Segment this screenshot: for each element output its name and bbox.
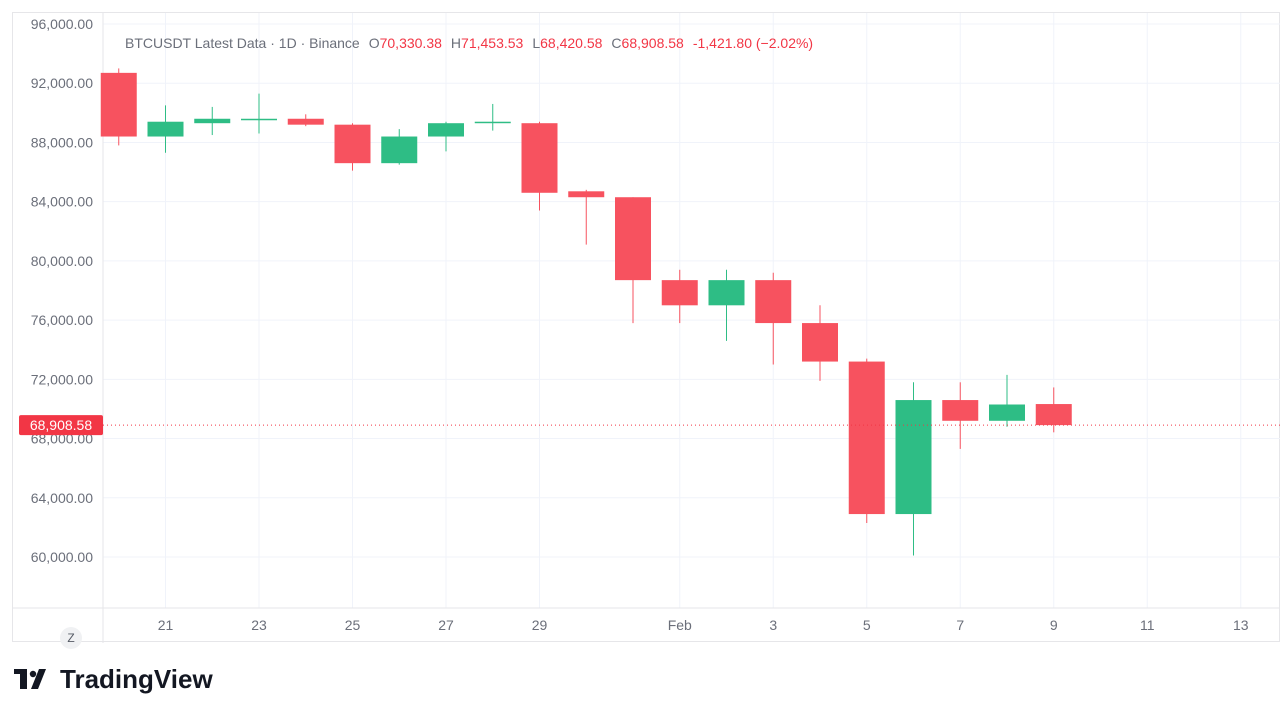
candle-body [942, 400, 979, 421]
candle-body [661, 280, 698, 306]
candle-body [848, 361, 885, 515]
x-tick-label: Feb [668, 617, 692, 633]
legend-low-value: 68,420.58 [540, 35, 603, 51]
x-tick-label: 7 [956, 617, 964, 633]
price-line-layer: 68,908.58 [19, 415, 1280, 436]
zoom-reset-button[interactable]: Z [60, 627, 82, 649]
legend-close-value: 68,908.58 [621, 35, 684, 51]
x-tick-label: 27 [438, 617, 454, 633]
candle-body [241, 118, 277, 121]
candle-body [615, 197, 651, 281]
candle-body [287, 118, 324, 125]
candle-body [755, 280, 792, 324]
last-price-label: 68,908.58 [30, 417, 92, 433]
candle-body [895, 400, 932, 515]
candle-layer [100, 68, 1072, 556]
y-tick-label: 64,000.00 [31, 490, 93, 506]
candle-body [802, 323, 838, 362]
tradingview-logo-icon [14, 668, 46, 689]
legend-change: -1,421.80 (−2.02%) [692, 35, 814, 51]
candle-body [521, 123, 558, 193]
x-tick-label: 5 [863, 617, 871, 633]
x-tick-label: 13 [1233, 617, 1249, 633]
candle-body [568, 191, 605, 198]
x-tick-label: 25 [345, 617, 361, 633]
x-tick-label: 9 [1050, 617, 1058, 633]
legend-high-value: 71,453.53 [461, 35, 524, 51]
axis-layer: 96,000.00 92,000.00 88,000.00 84,000.00 80,0… [13, 13, 1280, 643]
candlestick-chart[interactable]: 96,000.00 92,000.00 88,000.00 84,000.00 80,0… [13, 13, 1280, 643]
y-tick-label: 92,000.00 [31, 75, 93, 91]
y-tick-label: 72,000.00 [31, 371, 93, 387]
y-tick-label: 60,000.00 [31, 549, 93, 565]
candle-body [147, 121, 184, 137]
legend-high-label: H [450, 35, 462, 51]
candle-body [100, 72, 137, 137]
brand-name: TradingView [60, 664, 213, 694]
candle-body [989, 404, 1025, 421]
legend-low-label: L [532, 35, 541, 51]
candle-body [194, 118, 231, 124]
x-tick-label: 11 [1140, 617, 1155, 633]
x-tick-label: 23 [251, 617, 267, 633]
y-tick-label: 84,000.00 [31, 194, 93, 210]
candle-body [1035, 404, 1072, 426]
candle-body [381, 136, 418, 164]
x-tick-label: 21 [158, 617, 174, 633]
candle-body [428, 123, 464, 137]
y-tick-label: 96,000.00 [31, 16, 93, 32]
candle-body [334, 124, 371, 164]
y-tick-label: 76,000.00 [31, 312, 93, 328]
candle-body [708, 280, 745, 306]
last-price-badge [19, 415, 103, 436]
y-tick-label: 88,000.00 [31, 134, 93, 150]
x-tick-label: 29 [532, 617, 548, 633]
grid-layer [103, 13, 1280, 608]
tradingview-logo[interactable]: TradingView [14, 664, 213, 695]
x-tick-label: 3 [769, 617, 777, 633]
legend-open-label: O [368, 35, 380, 51]
legend-symbol: BTCUSDT Latest Data · 1D · Binance [125, 35, 360, 51]
legend-close-label: C [611, 35, 622, 51]
y-tick-label: 80,000.00 [31, 253, 93, 269]
candle-body [474, 121, 511, 124]
chart-frame[interactable]: 96,000.00 92,000.00 88,000.00 84,000.00 80,0… [12, 12, 1280, 649]
chart-legend: BTCUSDT Latest Data · 1D · Binance O 70,… [125, 35, 813, 51]
legend-open-value: 70,330.38 [379, 35, 442, 51]
